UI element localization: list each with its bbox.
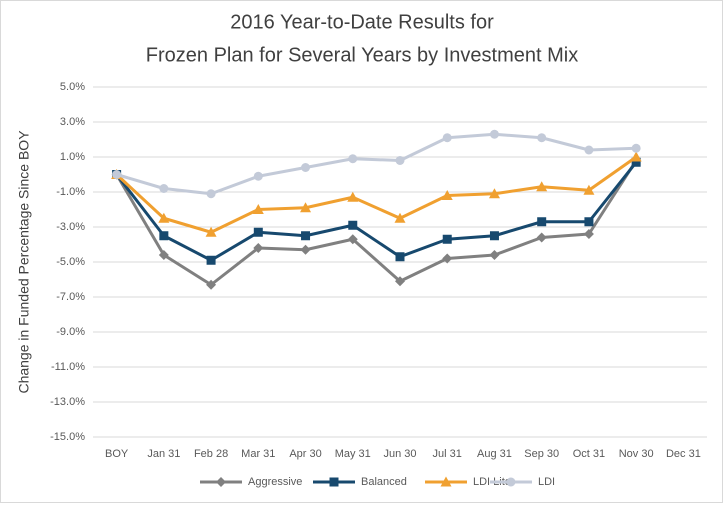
series-line <box>116 132 637 196</box>
data-point <box>158 212 170 223</box>
data-point <box>537 133 547 143</box>
data-point <box>583 229 594 239</box>
legend-marker <box>216 477 226 487</box>
data-point <box>205 226 217 237</box>
data-point <box>206 255 216 265</box>
data-point <box>630 151 642 162</box>
data-point <box>206 279 217 290</box>
y-tick-label: 5.0% <box>60 81 85 93</box>
data-point <box>442 133 452 143</box>
data-point <box>253 227 263 237</box>
data-point <box>394 212 406 223</box>
data-point <box>584 217 594 227</box>
data-point <box>583 184 595 195</box>
x-tick-label: May 31 <box>335 448 371 460</box>
y-tick-label: -15.0% <box>50 431 85 443</box>
x-tick-label: Apr 30 <box>289 448 321 460</box>
y-tick-label: -5.0% <box>56 256 85 268</box>
x-tick-label: Oct 31 <box>573 448 605 460</box>
y-tick-label: -1.0% <box>56 186 85 198</box>
x-tick-label: Dec 31 <box>666 448 701 460</box>
data-point <box>301 163 311 172</box>
legend-label: Balanced <box>361 476 407 488</box>
chart-title: Frozen Plan for Several Years by Investm… <box>146 44 578 66</box>
data-point <box>584 145 594 155</box>
x-tick-label: Aug 31 <box>477 448 512 460</box>
x-tick-label: Mar 31 <box>241 448 275 460</box>
legend-marker <box>506 477 516 487</box>
data-point <box>395 276 405 287</box>
x-tick-label: Feb 28 <box>194 448 228 460</box>
data-point <box>347 191 359 202</box>
y-tick-label: -7.0% <box>56 291 85 303</box>
data-point <box>301 231 311 241</box>
data-point <box>206 189 216 199</box>
chart-title: 2016 Year-to-Date Results for <box>230 11 494 33</box>
y-axis-label: Change in Funded Percentage Since BOY <box>16 130 32 394</box>
legend-label: LDI <box>538 476 555 488</box>
x-tick-label: Jan 31 <box>147 448 180 460</box>
data-point <box>159 184 169 193</box>
data-point <box>489 231 499 241</box>
series-line <box>115 159 638 287</box>
data-point <box>631 143 641 153</box>
y-tick-label: -9.0% <box>56 326 85 338</box>
series-line <box>115 155 638 234</box>
y-tick-label: 3.0% <box>60 116 85 128</box>
data-point <box>348 154 358 164</box>
legend-marker <box>440 476 452 487</box>
data-point <box>442 253 453 264</box>
data-point <box>253 171 263 181</box>
data-point <box>112 170 122 179</box>
data-point <box>442 234 452 244</box>
data-point <box>395 156 405 165</box>
x-tick-label: Nov 30 <box>619 448 654 460</box>
data-point <box>159 231 169 241</box>
legend-marker <box>329 477 339 487</box>
data-point <box>489 250 500 260</box>
data-point <box>300 244 311 255</box>
data-point <box>536 232 547 243</box>
series-line <box>115 161 638 262</box>
y-tick-label: -13.0% <box>50 396 85 408</box>
data-point <box>395 252 405 262</box>
data-point <box>441 190 453 200</box>
data-point <box>537 217 547 227</box>
data-point <box>252 204 264 214</box>
legend-label: Aggressive <box>248 476 302 488</box>
y-tick-label: -11.0% <box>51 361 85 373</box>
data-point <box>348 220 358 230</box>
data-point <box>631 157 641 167</box>
x-tick-label: Jun 30 <box>383 448 416 460</box>
data-point <box>300 202 312 213</box>
x-tick-label: Jul 31 <box>433 448 462 460</box>
x-tick-label: BOY <box>105 448 129 460</box>
data-point <box>488 188 500 199</box>
data-point <box>253 243 264 253</box>
data-point <box>158 250 169 260</box>
data-point <box>347 234 358 245</box>
y-tick-label: 1.0% <box>60 151 85 163</box>
data-point <box>489 129 499 139</box>
x-tick-label: Sep 30 <box>524 448 559 460</box>
y-tick-label: -3.0% <box>56 221 85 233</box>
data-point <box>536 181 548 192</box>
